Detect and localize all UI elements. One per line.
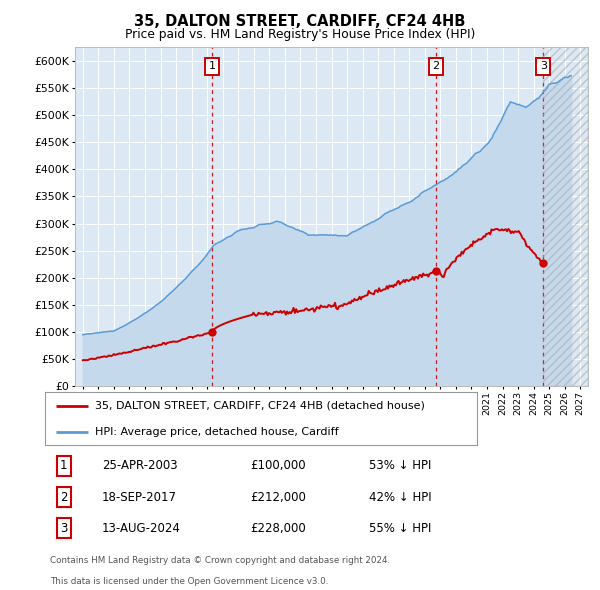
Text: £228,000: £228,000	[250, 522, 306, 535]
Text: 2: 2	[60, 490, 68, 504]
Text: 42% ↓ HPI: 42% ↓ HPI	[369, 490, 431, 504]
Text: HPI: Average price, detached house, Cardiff: HPI: Average price, detached house, Card…	[95, 427, 338, 437]
Text: This data is licensed under the Open Government Licence v3.0.: This data is licensed under the Open Gov…	[50, 578, 329, 586]
Text: 3: 3	[60, 522, 68, 535]
Text: £100,000: £100,000	[250, 460, 306, 473]
Text: 35, DALTON STREET, CARDIFF, CF24 4HB (detached house): 35, DALTON STREET, CARDIFF, CF24 4HB (de…	[95, 401, 425, 411]
Text: Contains HM Land Registry data © Crown copyright and database right 2024.: Contains HM Land Registry data © Crown c…	[50, 556, 391, 565]
Text: 53% ↓ HPI: 53% ↓ HPI	[369, 460, 431, 473]
Text: 25-APR-2003: 25-APR-2003	[101, 460, 178, 473]
Text: 1: 1	[208, 61, 215, 71]
Text: 55% ↓ HPI: 55% ↓ HPI	[369, 522, 431, 535]
Text: 3: 3	[540, 61, 547, 71]
Text: 35, DALTON STREET, CARDIFF, CF24 4HB: 35, DALTON STREET, CARDIFF, CF24 4HB	[134, 14, 466, 30]
Text: 18-SEP-2017: 18-SEP-2017	[101, 490, 176, 504]
Text: £212,000: £212,000	[250, 490, 306, 504]
Text: 2: 2	[432, 61, 439, 71]
Text: Price paid vs. HM Land Registry's House Price Index (HPI): Price paid vs. HM Land Registry's House …	[125, 28, 475, 41]
Text: 1: 1	[60, 460, 68, 473]
Text: 13-AUG-2024: 13-AUG-2024	[101, 522, 181, 535]
